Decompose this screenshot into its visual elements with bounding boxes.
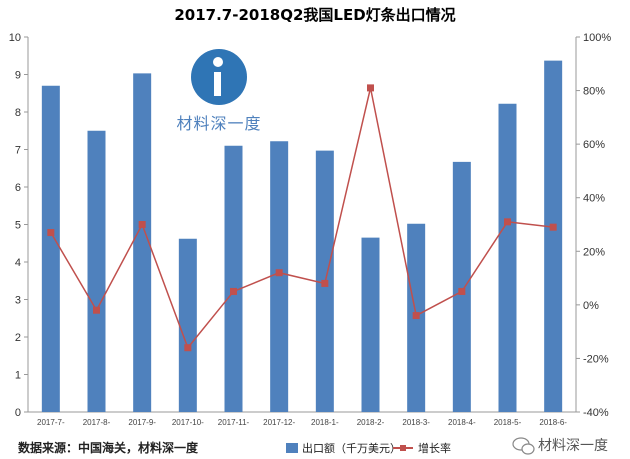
footer-brand: 材料深一度 (538, 438, 608, 454)
y-left-tick-label: 2 (15, 332, 21, 344)
chart-title: 2017.7-2018Q2我国LED灯条出口情况 (174, 6, 455, 24)
x-tick-label: 2017-11- (218, 418, 250, 427)
line-point (93, 306, 100, 314)
source-note: 数据来源：中国海关，材料深一度 (18, 440, 199, 455)
y-left-tick-label: 5 (15, 220, 21, 232)
x-tick-label: 2018-5- (494, 418, 522, 427)
y-right-tick-label: 100% (583, 32, 611, 44)
y-right-tick-label: 40% (583, 193, 605, 205)
bar-series (41, 60, 563, 412)
line-point (412, 312, 420, 320)
y-right-tick-label: 0% (583, 300, 599, 312)
y-right-tick-label: 60% (583, 139, 605, 151)
y-right-tick-label: 20% (583, 246, 605, 258)
x-tick-label: 2017-10- (172, 418, 204, 427)
y-left-tick-label: 0 (15, 407, 21, 419)
watermark-logo: 材料深一度 (176, 49, 261, 133)
bar (133, 73, 152, 412)
bar (361, 237, 380, 412)
x-tick-label: 2017-8- (83, 418, 111, 427)
line-point (458, 287, 466, 295)
bar (224, 145, 243, 412)
bar (41, 85, 60, 412)
y-left-tick-labels: 0 1 2 3 4 5 6 7 8 9 10 (9, 32, 28, 419)
y-right-tick-label: 80% (583, 86, 605, 98)
y-left-tick-label: 9 (15, 70, 21, 82)
bar (178, 238, 197, 412)
legend: 出口额（千万美元） 增长率 (286, 441, 451, 455)
bar (270, 141, 289, 412)
line-series (47, 84, 557, 352)
y-left-tick-label: 3 (15, 295, 21, 307)
x-tick-label: 2018-1- (311, 418, 339, 427)
line-point (47, 229, 55, 237)
bar (87, 130, 106, 412)
wechat-brand: 材料深一度 (512, 437, 608, 455)
legend-bar-label: 出口额（千万美元） (302, 441, 401, 455)
line-point (504, 218, 511, 226)
x-tick-label: 2018-4- (448, 418, 476, 427)
y-right-tick-labels: -40% -20% 0% 20% 40% 60% 80% 100% (576, 32, 611, 419)
x-tick-label: 2017-7- (37, 418, 65, 427)
y-left-tick-label: 7 (15, 145, 21, 157)
axes (27, 37, 577, 413)
x-tick-label: 2017-12- (263, 418, 295, 427)
legend-bar-swatch (286, 443, 298, 453)
x-tick-label: 2017-9- (128, 418, 156, 427)
bar (452, 161, 471, 412)
line-point (321, 279, 329, 287)
x-tick-label: 2018-3- (402, 418, 430, 427)
y-left-tick-label: 10 (9, 32, 21, 44)
y-right-tick-label: -20% (583, 353, 609, 365)
growth-line (50, 87, 554, 350)
line-point (184, 344, 192, 352)
line-point (549, 223, 557, 231)
line-point (230, 287, 237, 295)
y-left-tick-label: 1 (15, 370, 21, 382)
y-left-tick-label: 6 (15, 182, 21, 194)
x-tick-label: 2018-6- (539, 418, 567, 427)
legend-line-marker (400, 445, 406, 451)
line-point (275, 269, 283, 277)
watermark-text: 材料深一度 (176, 114, 261, 133)
legend-line-label: 增长率 (418, 441, 451, 455)
x-tick-label: 2018-2- (357, 418, 385, 427)
bar (544, 60, 563, 412)
bar (498, 103, 517, 412)
line-point (138, 221, 146, 228)
y-right-tick-label: -40% (583, 407, 609, 419)
x-tick-labels: 2017-7- 2017-8- 2017-9- 2017-10- 2017-11- 201… (37, 418, 567, 427)
y-left-tick-label: 8 (15, 107, 21, 119)
line-point (367, 84, 374, 92)
y-left-tick-label: 4 (15, 257, 21, 269)
